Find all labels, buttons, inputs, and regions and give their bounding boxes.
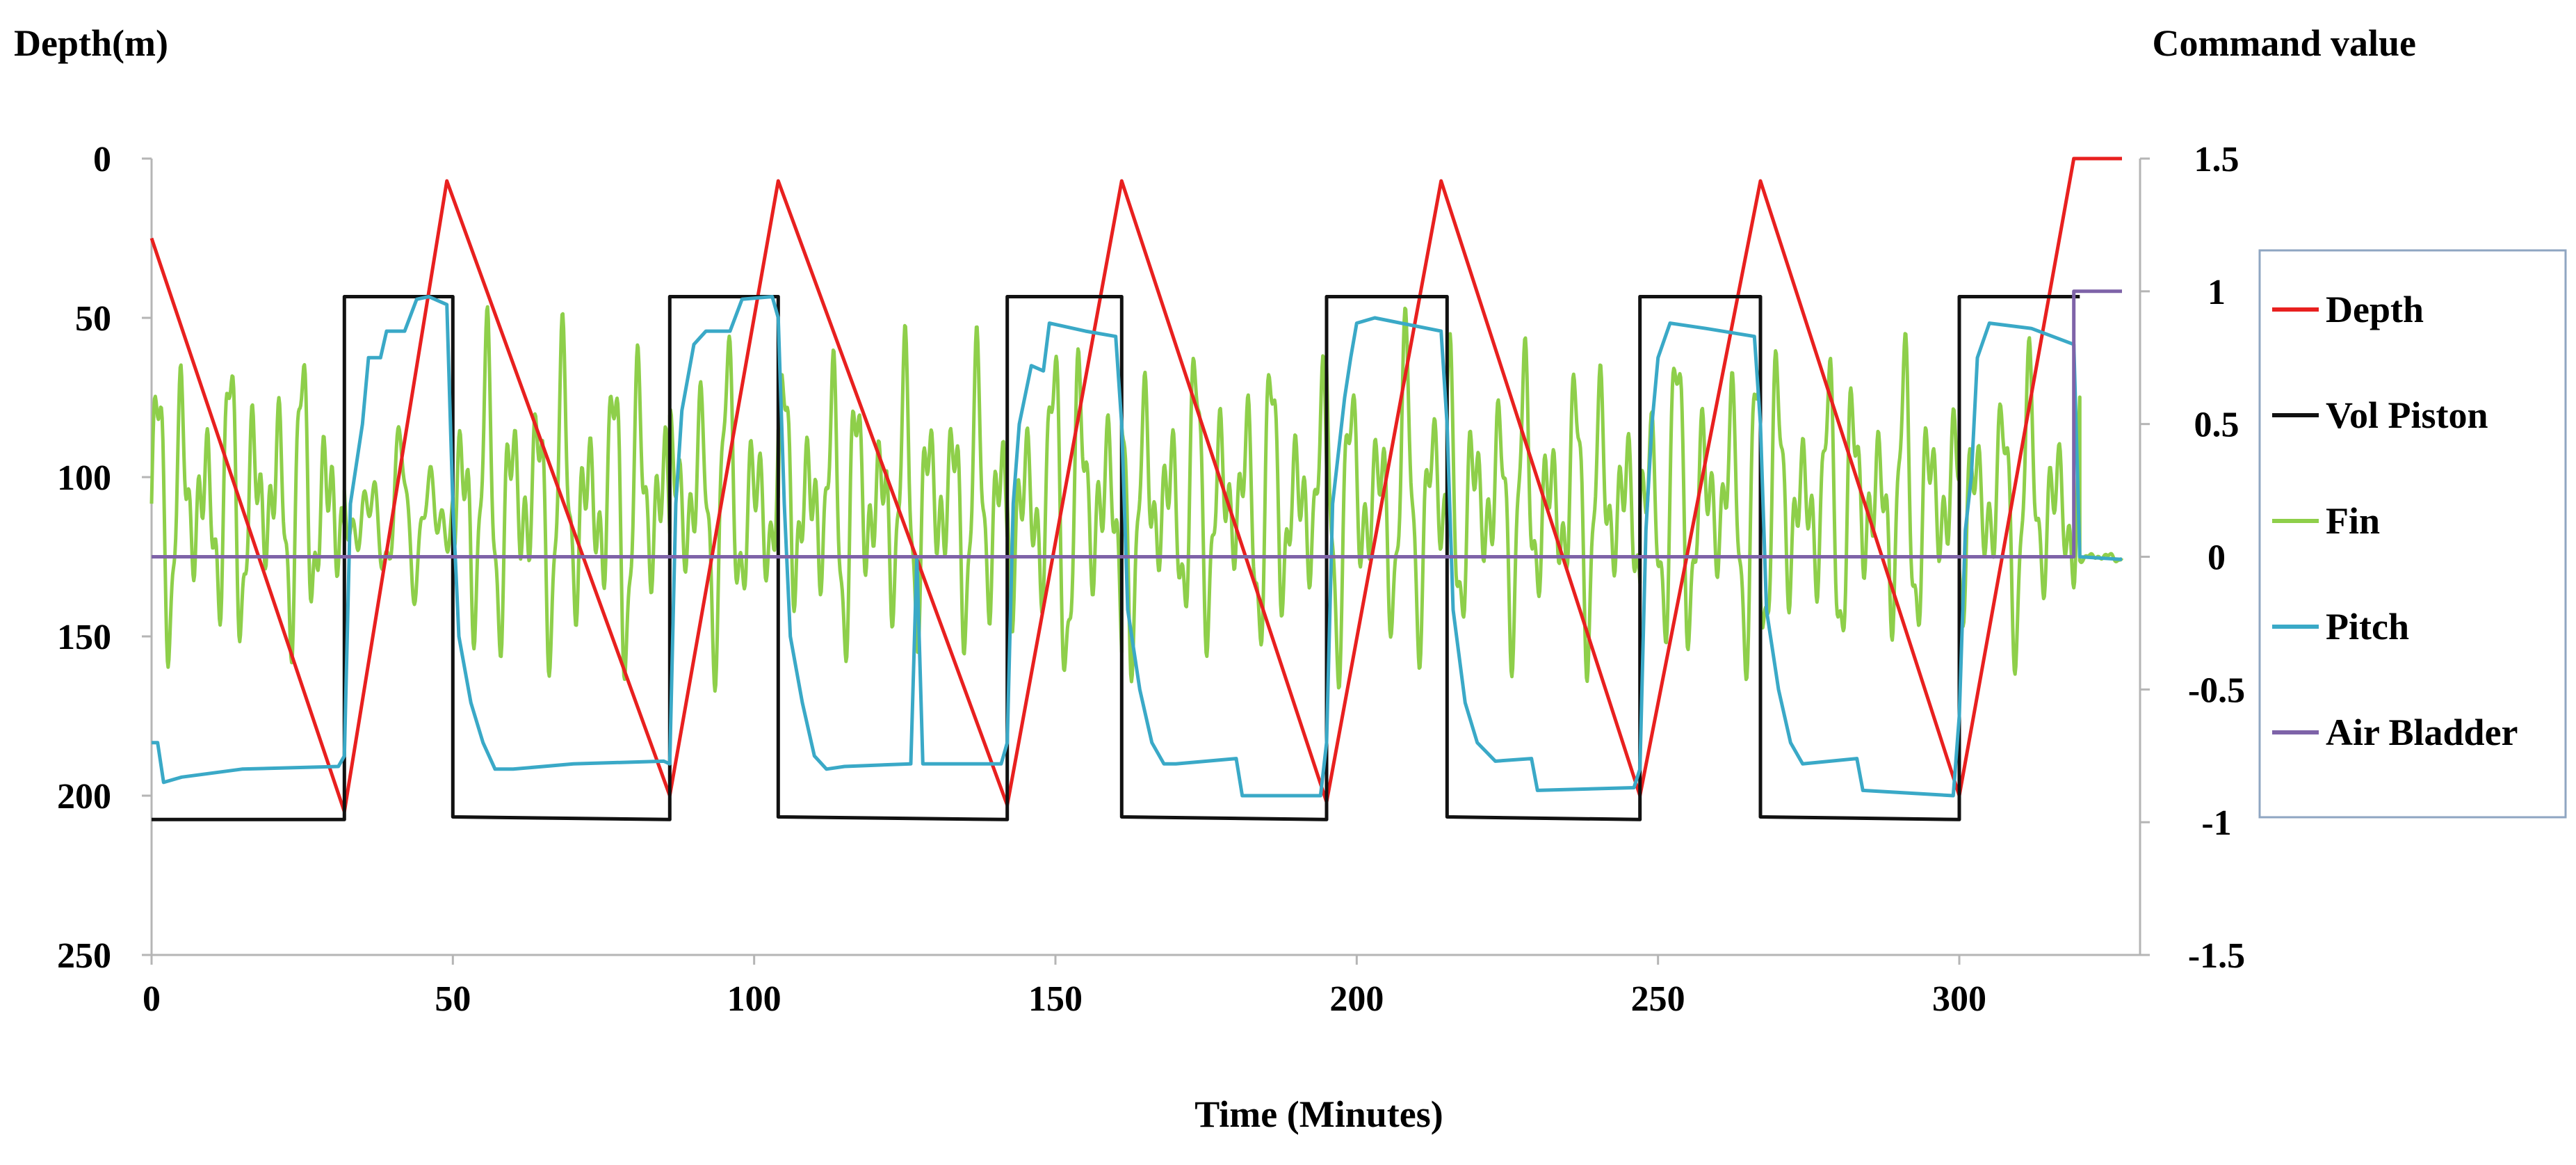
right-tick-label: 0.5 <box>2194 405 2239 445</box>
right-tick-label: -1.5 <box>2188 936 2245 976</box>
left-tick-label: 0 <box>93 140 111 179</box>
series-line-air-bladder <box>152 289 2122 559</box>
right-tick-label: 1 <box>2208 273 2226 312</box>
left-tick-label: 150 <box>57 618 111 657</box>
right-tick-label: -1 <box>2201 803 2231 843</box>
right-tick-label: 0 <box>2208 538 2226 578</box>
x-tick-label: 0 <box>143 979 161 1019</box>
series-line-depth <box>149 156 2122 814</box>
legend-label: Vol Piston <box>2326 394 2488 436</box>
legend-box <box>2258 249 2567 819</box>
x-tick-label: 100 <box>727 979 781 1019</box>
left-tick-label: 50 <box>75 299 111 339</box>
right-tick-label: 1.5 <box>2194 140 2239 179</box>
x-tick-label: 50 <box>435 979 471 1019</box>
legend-label: Depth <box>2326 289 2424 330</box>
legend-label: Air Bladder <box>2326 712 2518 753</box>
x-tick-label: 150 <box>1028 979 1083 1019</box>
x-axis-title: Time (Minutes) <box>1194 1093 1443 1135</box>
series-line-pitch <box>152 295 2123 798</box>
series-layer <box>149 156 2124 821</box>
series-line-fin <box>149 305 2124 693</box>
left-tick-label: 200 <box>57 777 111 817</box>
legend: Depth Vol Piston Fin Pitch Air Bladder <box>2258 249 2567 819</box>
x-tick-label: 250 <box>1631 979 1685 1019</box>
left-tick-label: 100 <box>57 458 111 498</box>
tick-labels: 0 50 100 150 200 250 300 0 50 100 150 200 250 1.5 1 0.5… <box>57 140 2245 1019</box>
x-tick-label: 200 <box>1329 979 1384 1019</box>
x-tick-label: 300 <box>1932 979 1986 1019</box>
left-tick-label: 250 <box>57 936 111 976</box>
right-tick-label: -0.5 <box>2188 670 2245 710</box>
left-axis-title: Depth(m) <box>14 22 168 64</box>
right-axis-title: Command value <box>2152 22 2416 64</box>
legend-label: Pitch <box>2326 606 2409 648</box>
legend-label: Fin <box>2326 500 2380 542</box>
